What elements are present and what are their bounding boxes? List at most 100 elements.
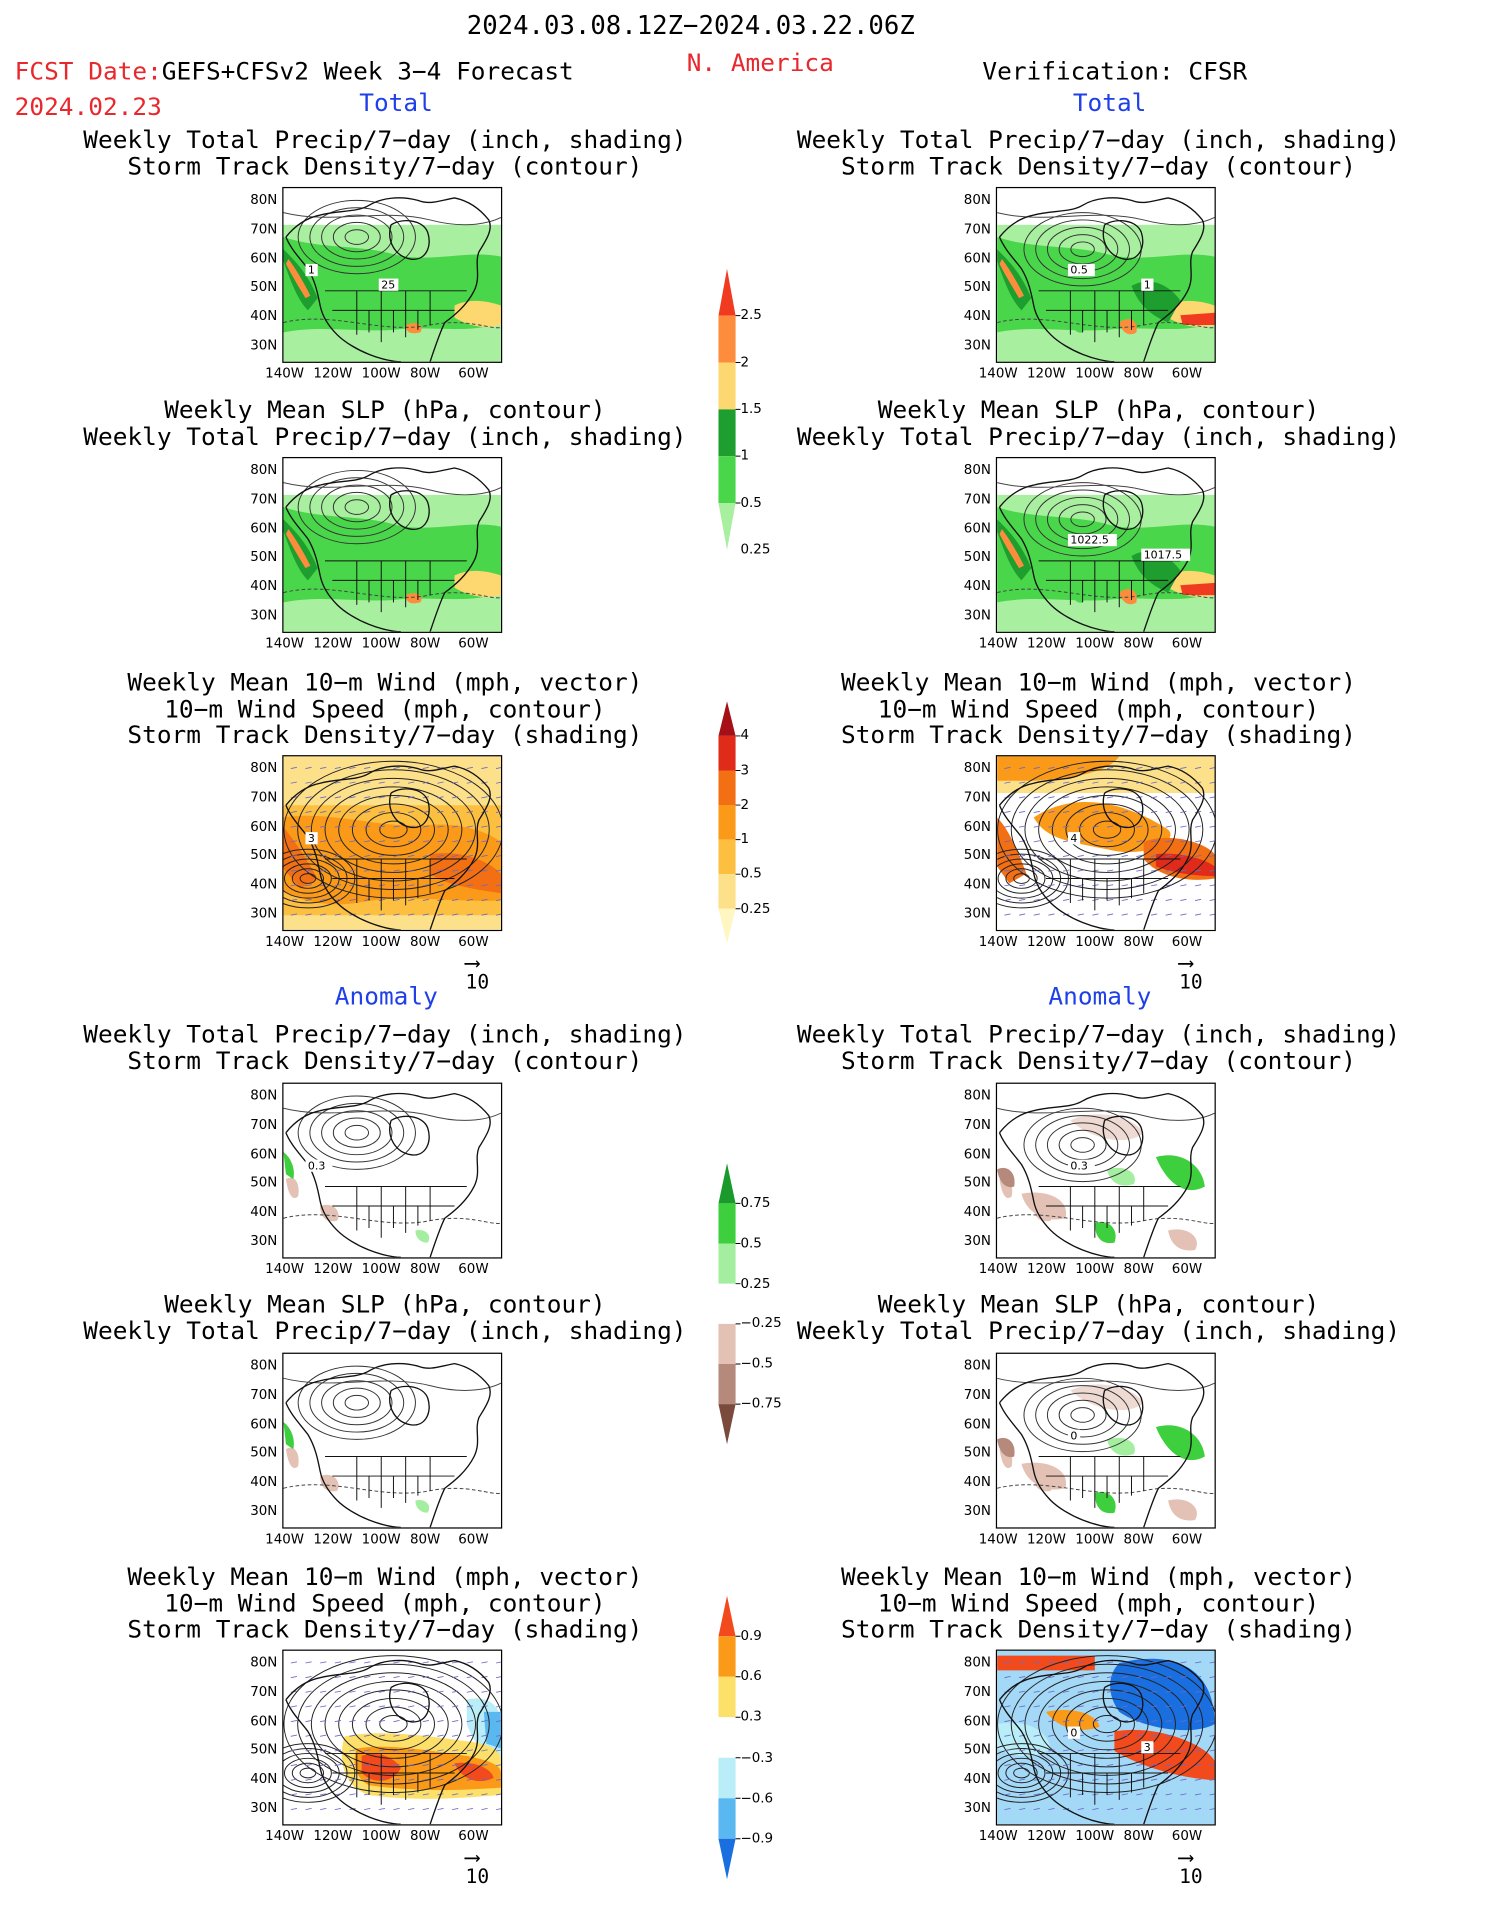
contour-line: [1005, 1762, 1038, 1784]
lat-tick-label: 50N: [963, 1174, 991, 1191]
fc-total-slp-precip-map-svg: [283, 467, 501, 632]
fc-anom-wind-storm-map: [282, 1649, 503, 1826]
wind-vector: [1018, 1749, 1026, 1752]
lat-tick-label: 70N: [250, 220, 278, 237]
wind-vector: [393, 1734, 400, 1737]
wind-vector: [1048, 1661, 1055, 1664]
wind-vector: [1136, 1793, 1143, 1796]
wind-vector: [290, 1793, 298, 1796]
wind-vector: [1136, 854, 1143, 857]
lon-tick-label: 120W: [1027, 1261, 1066, 1277]
wind-vector: [320, 796, 327, 799]
wind-vector: [1018, 898, 1026, 901]
map-line: [997, 588, 1215, 599]
wind-vector: [1194, 884, 1202, 887]
contour-label: 4: [1070, 832, 1077, 845]
map-line: [389, 220, 430, 260]
ver-total-slp-precip-title: Weekly Mean SLP (hPa, contour) Weekly Tot…: [781, 396, 1416, 451]
lat-tick-label: 70N: [963, 789, 991, 805]
wind-vector: [1092, 1749, 1099, 1752]
wind-vector: [378, 1807, 385, 1811]
wind-vector: [437, 1807, 444, 1811]
contour-label-bg: [305, 1159, 333, 1172]
lat-tick-label: 80N: [963, 461, 991, 478]
wind-vector: [320, 1793, 327, 1796]
shading-region: [320, 1204, 339, 1222]
wind-vector: [422, 898, 429, 901]
panel-title-line: Weekly Total Precip/7−day (inch, shading…: [796, 420, 1401, 451]
wind-vector: [1121, 1749, 1128, 1752]
wind-vector: [1048, 854, 1055, 857]
wind-vector: [349, 810, 356, 813]
fcst-date-prefix: FCST Date:: [14, 56, 162, 86]
lon-tick-label: 140W: [978, 635, 1018, 652]
wind-vector: [1180, 1720, 1187, 1723]
map-line: [283, 1484, 501, 1494]
panel-title-line: Weekly Mean 10−m Wind (mph, vector): [127, 1561, 643, 1591]
colorbar-label: 0.25: [740, 541, 771, 558]
lon-tick-label: 80W: [1123, 1261, 1154, 1277]
ver-anom-vector-reference: ⟶ 10: [1179, 1847, 1203, 1888]
wind-vector: [1048, 898, 1055, 901]
contour-line: [344, 499, 370, 515]
lat-tick-label: 40N: [250, 876, 278, 893]
wind-vector: [349, 869, 356, 872]
wind-vector: [1209, 811, 1215, 813]
lon-tick-label: 140W: [978, 1827, 1018, 1844]
wind-vector: [1209, 1749, 1215, 1752]
shading-region: [1045, 1710, 1100, 1730]
wind-vector: [1033, 913, 1040, 916]
map-line: [1038, 1456, 1181, 1508]
fc-total-precip-storm-title: Weekly Total Precip/7−day (inch, shading…: [67, 126, 702, 180]
contour-line: [1058, 504, 1107, 535]
wind-vector: [1150, 1778, 1158, 1781]
wind-vector: [334, 840, 341, 843]
wind-vector: [437, 1734, 444, 1737]
wind-vector: [364, 825, 371, 828]
wind-vector: [1121, 840, 1128, 843]
lat-tick-label: 70N: [963, 490, 991, 507]
section-total-left: Total: [359, 87, 433, 118]
wind-vector: [422, 825, 429, 828]
wind-vector: [452, 1734, 459, 1737]
colorbar-label: 0.5: [740, 865, 762, 882]
contour-line: [1058, 1129, 1107, 1161]
wind-vector: [1106, 1661, 1114, 1664]
wind-vector: [1018, 1778, 1026, 1781]
wind-vector: [1136, 1720, 1143, 1723]
wind-vector: [452, 781, 459, 784]
wind-vector: [1165, 1661, 1172, 1664]
lat-tick-label: 60N: [963, 1415, 991, 1432]
contour-line: [332, 1387, 381, 1418]
contour-label-bg: [1067, 1726, 1081, 1739]
wind-vector: [1150, 869, 1158, 872]
lat-tick-label: 50N: [963, 279, 991, 295]
wind-vector: [378, 1720, 385, 1723]
contour-line: [321, 214, 393, 260]
wind-vector: [305, 796, 312, 799]
colorbar-segment: [718, 1595, 736, 1637]
wind-vector: [1062, 825, 1070, 828]
wind-vector: [393, 913, 400, 916]
wind-vector: [481, 766, 488, 769]
wind-vector: [378, 781, 385, 784]
lat-tick-label: 40N: [250, 578, 278, 595]
wind-vector: [349, 796, 356, 799]
wind-vector: [496, 781, 501, 784]
contour-line: [351, 803, 435, 856]
wind-vector: [393, 796, 400, 799]
wind-vector: [349, 840, 356, 843]
wind-vector: [364, 1705, 371, 1708]
wind-vector: [1106, 1807, 1114, 1811]
wind-vector: [1180, 766, 1187, 769]
wind-vector: [1136, 1778, 1143, 1781]
wind-vector: [1150, 1764, 1158, 1767]
lon-tick-label: 100W: [1075, 635, 1115, 652]
lon-tick-label: 120W: [1027, 1827, 1066, 1844]
wind-vector: [1018, 1690, 1026, 1693]
wind-vector: [452, 1705, 459, 1708]
wind-vector: [349, 781, 356, 784]
ver-anom-wind-storm-map: 034: [995, 1649, 1216, 1826]
lat-tick-label: 80N: [963, 1654, 991, 1671]
wind-vector: [364, 1690, 371, 1693]
